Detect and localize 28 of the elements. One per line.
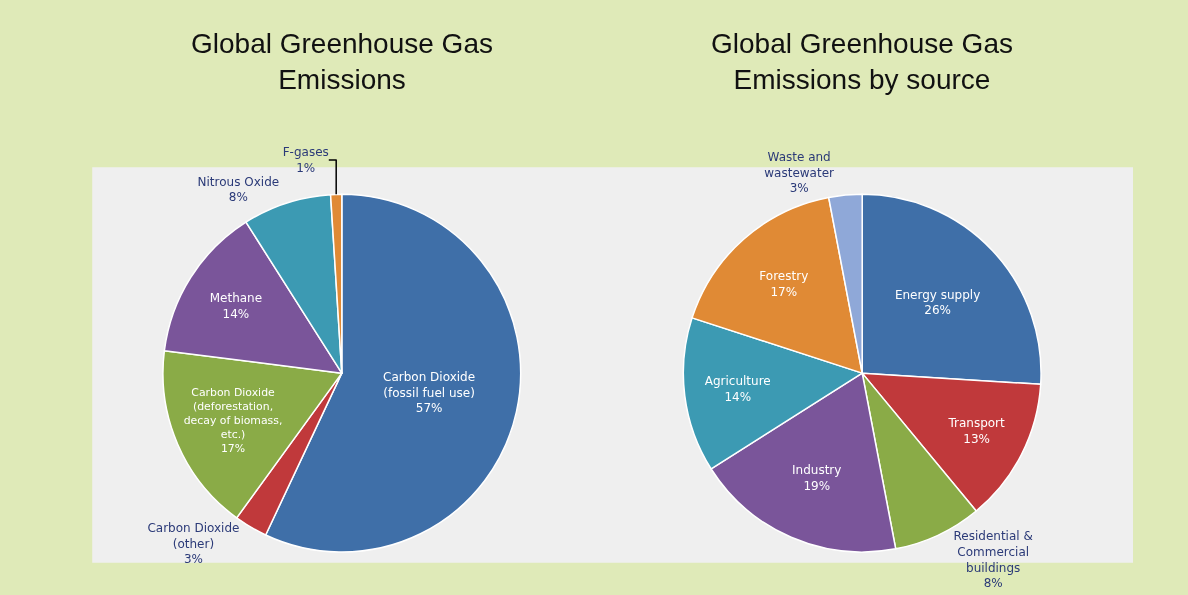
data-label: 14% xyxy=(222,306,250,321)
slice-label: Residential & Commercial buildings xyxy=(953,529,1033,575)
slice-label: Carbon Dioxide (fossil fuel use) xyxy=(383,370,476,400)
data-label: 3% xyxy=(183,552,203,567)
slice-label: Nitrous Oxide xyxy=(197,174,280,189)
data-label: 19% xyxy=(803,479,831,494)
data-label: 1% xyxy=(296,160,316,175)
data-label: 17% xyxy=(770,285,798,300)
chart-title: Global Greenhouse Gas Emissions xyxy=(191,28,493,96)
slice-label: Waste and wastewater xyxy=(764,150,835,180)
slice-label: F-gases xyxy=(282,145,329,160)
slice-label: Forestry xyxy=(759,269,809,284)
data-label: 26% xyxy=(924,303,951,318)
data-label: 57% xyxy=(415,401,443,416)
slice-label: Transport xyxy=(947,416,1006,431)
data-label: 13% xyxy=(963,432,990,447)
data-label: 8% xyxy=(983,576,1003,591)
data-label: 17% xyxy=(220,442,246,456)
slice-label: Carbon Dioxide (deforestation, decay of biomass, etc.) xyxy=(183,385,283,441)
slice-label: Methane xyxy=(209,291,263,306)
slice-label: Carbon Dioxide (other) xyxy=(147,521,240,551)
data-label: 8% xyxy=(228,190,248,205)
data-label: 14% xyxy=(724,389,752,404)
data-label: 3% xyxy=(789,181,809,196)
chart-title: Global Greenhouse Gas Emissions by source xyxy=(711,28,1013,96)
slice-label: Industry xyxy=(792,463,842,478)
slice-label: Energy supply xyxy=(894,287,981,302)
slice-label: Agriculture xyxy=(704,374,771,389)
